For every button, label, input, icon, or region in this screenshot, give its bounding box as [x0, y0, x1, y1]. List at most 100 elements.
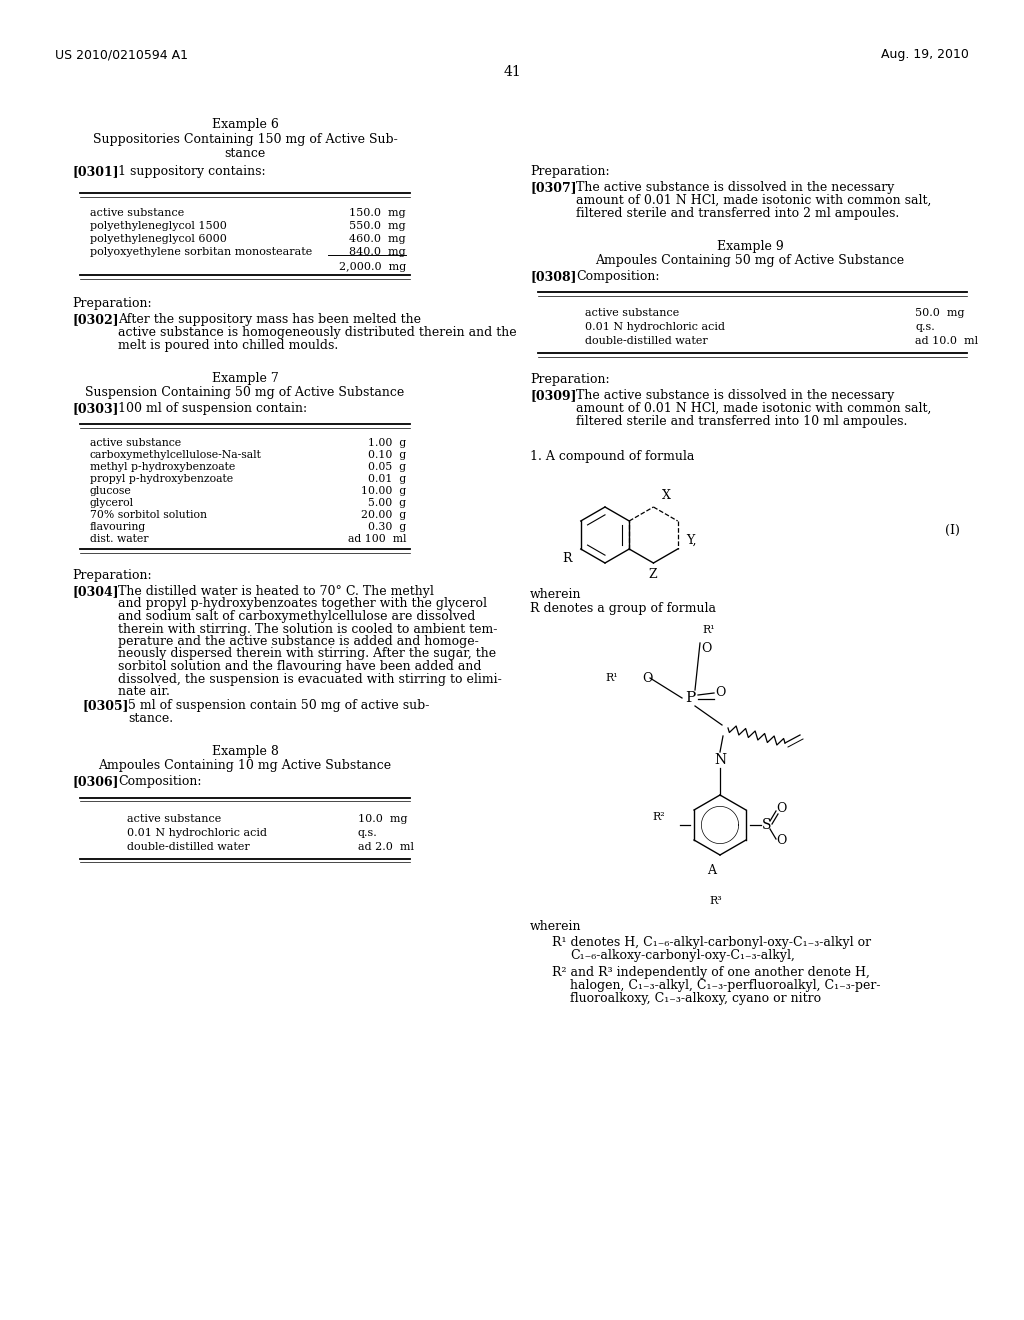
Text: [0302]: [0302]	[72, 313, 119, 326]
Text: 0.10  g: 0.10 g	[368, 450, 406, 459]
Text: A: A	[708, 865, 717, 878]
Text: O: O	[701, 643, 712, 656]
Text: q.s.: q.s.	[915, 322, 935, 333]
Text: Example 9: Example 9	[717, 240, 783, 253]
Text: polyethyleneglycol 6000: polyethyleneglycol 6000	[90, 234, 227, 244]
Text: Composition:: Composition:	[118, 776, 202, 788]
Text: nate air.: nate air.	[118, 685, 170, 698]
Text: amount of 0.01 N HCl, made isotonic with common salt,: amount of 0.01 N HCl, made isotonic with…	[575, 403, 932, 414]
Text: ad 10.0  ml: ad 10.0 ml	[915, 337, 978, 346]
Text: and sodium salt of carboxymethylcellulose are dissolved: and sodium salt of carboxymethylcellulos…	[118, 610, 475, 623]
Text: active substance: active substance	[127, 813, 221, 824]
Text: Ampoules Containing 50 mg of Active Substance: Ampoules Containing 50 mg of Active Subs…	[595, 253, 904, 267]
Text: 0.01 N hydrochloric acid: 0.01 N hydrochloric acid	[127, 828, 267, 837]
Text: q.s.: q.s.	[358, 828, 378, 837]
Text: flavouring: flavouring	[90, 521, 146, 532]
Text: R denotes a group of formula: R denotes a group of formula	[530, 602, 716, 615]
Text: The distilled water is heated to 70° C. The methyl: The distilled water is heated to 70° C. …	[118, 585, 434, 598]
Text: 41: 41	[503, 65, 521, 79]
Text: 5.00  g: 5.00 g	[368, 498, 406, 508]
Text: O: O	[776, 834, 786, 847]
Text: glucose: glucose	[90, 486, 132, 496]
Text: Example 6: Example 6	[212, 117, 279, 131]
Text: 70% sorbitol solution: 70% sorbitol solution	[90, 510, 207, 520]
Text: 5 ml of suspension contain 50 mg of active sub-: 5 ml of suspension contain 50 mg of acti…	[128, 700, 429, 713]
Text: 840.0  mg: 840.0 mg	[349, 247, 406, 257]
Text: Preparation:: Preparation:	[530, 374, 609, 385]
Text: double-distilled water: double-distilled water	[127, 842, 250, 851]
Text: Y,: Y,	[686, 533, 697, 546]
Text: wherein: wherein	[530, 587, 582, 601]
Text: Suppositories Containing 150 mg of Active Sub-: Suppositories Containing 150 mg of Activ…	[92, 133, 397, 147]
Text: 10.00  g: 10.00 g	[360, 486, 406, 496]
Text: 1 suppository contains:: 1 suppository contains:	[118, 165, 265, 178]
Text: [0309]: [0309]	[530, 389, 577, 403]
Text: 0.01  g: 0.01 g	[368, 474, 406, 484]
Text: 460.0  mg: 460.0 mg	[349, 234, 406, 244]
Text: [0308]: [0308]	[530, 271, 577, 282]
Text: glycerol: glycerol	[90, 498, 134, 508]
Text: X: X	[662, 488, 671, 502]
Text: R³: R³	[710, 896, 722, 906]
Text: filtered sterile and transferred into 2 ml ampoules.: filtered sterile and transferred into 2 …	[575, 207, 899, 220]
Text: R¹ denotes H, C₁₋₆-alkyl-carbonyl-oxy-C₁₋₃-alkyl or: R¹ denotes H, C₁₋₆-alkyl-carbonyl-oxy-C₁…	[552, 936, 871, 949]
Text: 100 ml of suspension contain:: 100 ml of suspension contain:	[118, 403, 307, 414]
Text: US 2010/0210594 A1: US 2010/0210594 A1	[55, 48, 188, 61]
Text: 0.05  g: 0.05 g	[368, 462, 406, 473]
Text: sorbitol solution and the flavouring have been added and: sorbitol solution and the flavouring hav…	[118, 660, 481, 673]
Text: therein with stirring. The solution is cooled to ambient tem-: therein with stirring. The solution is c…	[118, 623, 498, 635]
Text: The active substance is dissolved in the necessary: The active substance is dissolved in the…	[575, 181, 894, 194]
Text: [0304]: [0304]	[72, 585, 119, 598]
Text: 10.0  mg: 10.0 mg	[358, 813, 408, 824]
Text: [0301]: [0301]	[72, 165, 119, 178]
Text: 0.30  g: 0.30 g	[368, 521, 406, 532]
Text: 0.01 N hydrochloric acid: 0.01 N hydrochloric acid	[585, 322, 725, 333]
Text: Preparation:: Preparation:	[72, 569, 152, 582]
Text: filtered sterile and transferred into 10 ml ampoules.: filtered sterile and transferred into 10…	[575, 414, 907, 428]
Text: Ampoules Containing 10 mg Active Substance: Ampoules Containing 10 mg Active Substan…	[98, 759, 391, 772]
Text: R: R	[562, 552, 571, 565]
Text: halogen, C₁₋₃-alkyl, C₁₋₃-perfluoroalkyl, C₁₋₃-per-: halogen, C₁₋₃-alkyl, C₁₋₃-perfluoroalkyl…	[570, 979, 881, 993]
Text: (I): (I)	[945, 524, 961, 536]
Text: stance: stance	[224, 147, 265, 160]
Text: Z: Z	[648, 568, 657, 581]
Text: 20.00  g: 20.00 g	[360, 510, 406, 520]
Text: wherein: wherein	[530, 920, 582, 933]
Text: neously dispersed therein with stirring. After the sugar, the: neously dispersed therein with stirring.…	[118, 648, 496, 660]
Text: O: O	[776, 803, 786, 816]
Text: [0306]: [0306]	[72, 776, 119, 788]
Text: R¹: R¹	[702, 624, 715, 635]
Text: dist. water: dist. water	[90, 535, 148, 544]
Text: 550.0  mg: 550.0 mg	[349, 220, 406, 231]
Text: ad 2.0  ml: ad 2.0 ml	[358, 842, 414, 851]
Text: 2,000.0  mg: 2,000.0 mg	[339, 261, 406, 272]
Text: Example 7: Example 7	[212, 372, 279, 385]
Text: methyl p-hydroxybenzoate: methyl p-hydroxybenzoate	[90, 462, 236, 473]
Text: Suspension Containing 50 mg of Active Substance: Suspension Containing 50 mg of Active Su…	[85, 385, 404, 399]
Text: 50.0  mg: 50.0 mg	[915, 308, 965, 318]
Text: S: S	[762, 818, 771, 832]
Text: [0307]: [0307]	[530, 181, 577, 194]
Text: carboxymethylcellulose-Na-salt: carboxymethylcellulose-Na-salt	[90, 450, 262, 459]
Text: active substance: active substance	[90, 438, 181, 447]
Text: double-distilled water: double-distilled water	[585, 337, 708, 346]
Text: R²: R²	[652, 812, 665, 822]
Text: fluoroalkoxy, C₁₋₃-alkoxy, cyano or nitro: fluoroalkoxy, C₁₋₃-alkoxy, cyano or nitr…	[570, 993, 821, 1005]
Text: O: O	[642, 672, 652, 685]
Text: ad 100  ml: ad 100 ml	[347, 535, 406, 544]
Text: R¹: R¹	[605, 673, 618, 682]
Text: 1. A compound of formula: 1. A compound of formula	[530, 450, 694, 463]
Text: perature and the active substance is added and homoge-: perature and the active substance is add…	[118, 635, 479, 648]
Text: active substance is homogeneously distributed therein and the: active substance is homogeneously distri…	[118, 326, 517, 339]
Text: P: P	[685, 690, 695, 705]
Text: [0305]: [0305]	[82, 700, 128, 713]
Text: 150.0  mg: 150.0 mg	[349, 209, 406, 218]
Text: O: O	[715, 686, 725, 700]
Text: and propyl p-hydroxybenzoates together with the glycerol: and propyl p-hydroxybenzoates together w…	[118, 598, 487, 610]
Text: active substance: active substance	[585, 308, 679, 318]
Text: [0303]: [0303]	[72, 403, 119, 414]
Text: amount of 0.01 N HCl, made isotonic with common salt,: amount of 0.01 N HCl, made isotonic with…	[575, 194, 932, 207]
Text: propyl p-hydroxybenzoate: propyl p-hydroxybenzoate	[90, 474, 233, 484]
Text: Composition:: Composition:	[575, 271, 659, 282]
Text: dissolved, the suspension is evacuated with stirring to elimi-: dissolved, the suspension is evacuated w…	[118, 672, 502, 685]
